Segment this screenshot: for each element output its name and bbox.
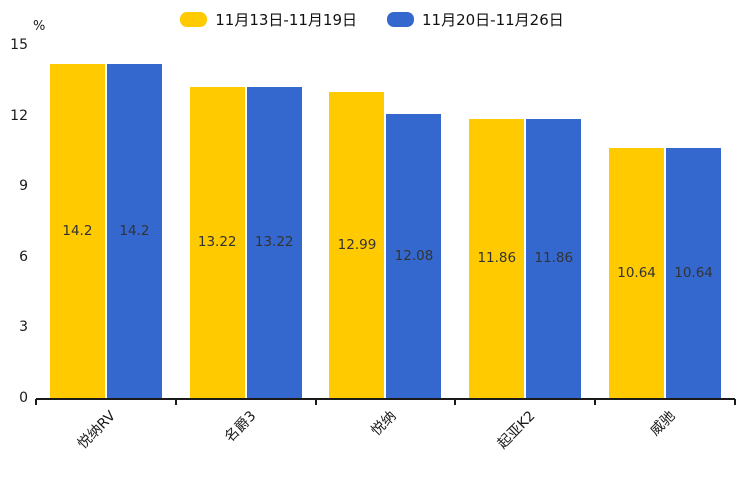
bar-series1-威驰: 10.64 <box>609 147 665 398</box>
bar-group-1: 14.2 14.2 <box>36 45 176 398</box>
legend-label-week1: 11月13日-11月19日 <box>215 11 357 29</box>
y-tick-label-12: 12 <box>10 107 28 124</box>
bar-value-label: 10.64 <box>674 264 713 281</box>
bar-series2-名爵3: 13.22 <box>246 86 302 398</box>
x-axis-tick-mark <box>734 399 736 405</box>
x-category-label-悦纳: 悦纳 <box>367 408 399 440</box>
y-tick-label-3: 3 <box>19 319 28 336</box>
legend-item-week1[interactable]: 11月13日-11月19日 <box>180 9 357 30</box>
x-category-label-名爵3: 名爵3 <box>221 408 260 446</box>
bar-value-label: 13.22 <box>197 234 237 251</box>
bar-series1-名爵3: 13.22 <box>189 86 245 398</box>
bar-value-label: 12.08 <box>394 247 434 264</box>
legend-label-week2: 11月20日-11月26日 <box>422 11 564 29</box>
bar-value-label: 11.86 <box>534 250 574 267</box>
plot-area: 14.2 14.2 13.22 13.22 12.99 12.08 11.86 11.86 10… <box>36 45 735 400</box>
x-category-label-起亚K2: 起亚K2 <box>494 408 539 453</box>
bar-series2-威驰: 10.64 <box>666 147 722 398</box>
bar-group-5: 10.64 10.64 <box>595 45 735 398</box>
legend-swatch-yellow-icon <box>180 12 208 27</box>
legend: 11月13日-11月19日 11月20日-11月26日 <box>0 9 744 30</box>
bar-value-label: 10.64 <box>617 264 656 281</box>
bar-value-label: 13.22 <box>254 234 294 251</box>
y-tick-label-15: 15 <box>10 37 28 53</box>
bar-series1-悦纳: 12.99 <box>329 92 385 398</box>
bar-series2-悦纳RV: 14.2 <box>106 63 162 398</box>
y-tick-label-9: 9 <box>19 178 28 195</box>
bar-value-label: 14.2 <box>119 222 150 239</box>
bar-value-label: 11.86 <box>477 250 517 267</box>
legend-swatch-blue-icon <box>387 12 414 27</box>
y-tick-label-6: 6 <box>19 248 28 265</box>
y-tick-label-0: 0 <box>19 390 28 406</box>
bar-value-label: 12.99 <box>337 237 377 254</box>
bar-group-4: 11.86 11.86 <box>455 45 595 398</box>
legend-item-week2[interactable]: 11月20日-11月26日 <box>387 9 564 30</box>
x-axis-tick-mark <box>314 399 317 405</box>
y-axis-unit-label: % <box>33 19 46 34</box>
x-category-label-悦纳RV: 悦纳RV <box>75 408 120 453</box>
bar-group-2: 13.22 13.22 <box>176 45 316 398</box>
x-axis-tick-mark <box>174 399 177 405</box>
bar-series1-起亚K2: 11.86 <box>469 118 525 398</box>
bar-series2-悦纳: 12.08 <box>386 113 442 398</box>
bar-series2-起亚K2: 11.86 <box>526 118 582 398</box>
x-axis-tick-mark <box>594 399 597 405</box>
x-axis-tick-mark <box>35 399 37 405</box>
bar-group-3: 12.99 12.08 <box>316 45 456 398</box>
x-category-label-威驰: 威驰 <box>647 408 679 440</box>
x-axis-tick-mark <box>454 399 457 405</box>
bar-series1-悦纳RV: 14.2 <box>49 63 105 398</box>
bar-value-label: 14.2 <box>62 222 93 239</box>
